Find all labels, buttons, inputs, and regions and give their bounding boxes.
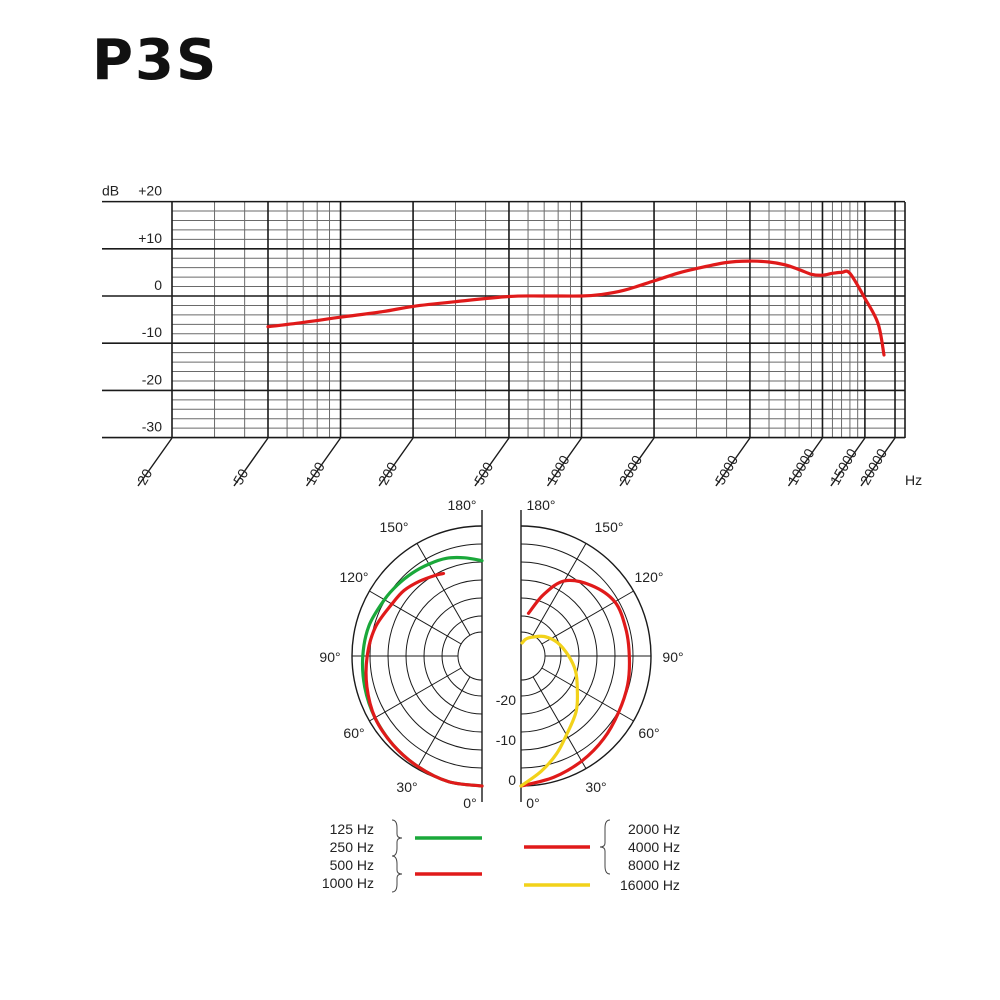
axis-slant-tick (233, 437, 269, 487)
legend-bracket (391, 855, 403, 893)
polar-angle-label-left: 0° (463, 795, 476, 811)
polar-angle-label-left: 90° (319, 649, 340, 665)
polar-angle-label-right: 90° (662, 649, 683, 665)
polar-angle-label-left: 180° (448, 497, 477, 513)
legend-label: 1000 Hz (322, 875, 374, 891)
x-tick-label: 20 (134, 466, 156, 488)
polar-radial-label: -10 (496, 732, 516, 748)
polar-radial-label: -20 (496, 692, 516, 708)
polar-spoke-left (416, 543, 471, 636)
polar-angle-label-left: 150° (380, 519, 409, 535)
x-tick-label: 10000 (784, 446, 817, 488)
axis-slant-tick (137, 437, 173, 487)
legend-label: 125 Hz (330, 821, 374, 837)
legend-bracket (599, 819, 611, 875)
x-tick-label: 50 (230, 466, 252, 488)
y-tick-label: -20 (142, 371, 162, 387)
axis-slant-tick (546, 437, 583, 487)
axis-slant-tick (715, 437, 751, 487)
y-tick-label: 0 (154, 277, 162, 293)
polar-ring-right (520, 631, 546, 681)
y-axis-label: dB (102, 183, 119, 199)
response-curve (266, 259, 886, 357)
x-tick-label: 15000 (827, 446, 860, 488)
polar-angle-label-right: 30° (585, 779, 606, 795)
y-tick-label: -30 (142, 419, 162, 435)
x-tick-label: 100 (302, 459, 328, 487)
polar-angle-label-right: 120° (635, 569, 664, 585)
legend-label: 500 Hz (330, 857, 374, 873)
axis-slant-tick (860, 437, 896, 487)
polar-angle-label-left: 30° (396, 779, 417, 795)
legend-label: 8000 Hz (628, 857, 680, 873)
polar-ring-left (457, 631, 483, 681)
polar-angle-label-right: 0° (526, 795, 539, 811)
axis-slant-tick (619, 437, 655, 487)
legend-label: 16000 Hz (620, 877, 680, 893)
polar-curve-right (519, 634, 580, 788)
y-tick-label: +10 (138, 230, 162, 246)
page-title: P3S (92, 28, 219, 93)
x-tick-label: 500 (471, 459, 497, 487)
y-tick-label: -10 (142, 324, 162, 340)
axis-slant-tick (305, 437, 342, 487)
polar-spoke-right (541, 590, 634, 645)
y-tick-label: +20 (138, 183, 162, 199)
polar-curve-left (364, 571, 484, 788)
polar-angle-label-left: 120° (340, 569, 369, 585)
polar-curve-right (519, 578, 632, 788)
x-tick-label: 20000 (857, 446, 890, 488)
axis-slant-tick (787, 437, 824, 487)
polar-spoke-right (532, 543, 587, 636)
polar-spoke-left (416, 676, 471, 769)
polar-pattern-chart: 180° 180° 150° 150° 120° 120° 90° 90° 60° 60° 30° 3… (319, 497, 683, 811)
axis-slant-tick (474, 437, 510, 487)
legend-label: 250 Hz (330, 839, 374, 855)
legend-label: 2000 Hz (628, 821, 680, 837)
polar-angle-label-right: 150° (595, 519, 624, 535)
polar-angle-label-right: 180° (527, 497, 556, 513)
polar-angle-label-left: 60° (343, 725, 364, 741)
polar-radial-label: 0 (508, 772, 516, 788)
x-axis-label: Hz (905, 472, 922, 488)
polar-spoke-right (532, 676, 587, 769)
polar-angle-label-right: 60° (638, 725, 659, 741)
axis-slant-tick (830, 437, 866, 487)
polar-legend: 125 Hz 250 Hz 500 Hz 1000 Hz 2000 Hz 4000 Hz 8… (322, 819, 680, 893)
legend-label: 4000 Hz (628, 839, 680, 855)
polar-spoke-left (369, 667, 462, 722)
legend-bracket (391, 819, 403, 857)
x-tick-label: 200 (375, 459, 401, 487)
axis-slant-tick (378, 437, 414, 487)
